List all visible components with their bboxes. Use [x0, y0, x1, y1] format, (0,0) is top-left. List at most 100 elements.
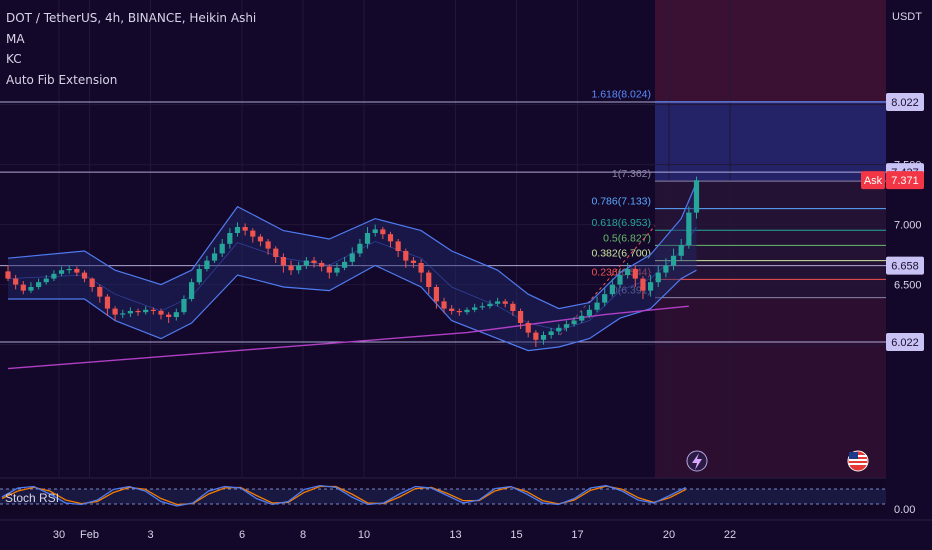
- candle-body: [211, 253, 218, 261]
- candle-body: [433, 287, 439, 302]
- candle-body: [296, 265, 302, 271]
- time-tick: Feb: [80, 529, 99, 541]
- candle-body: [571, 320, 577, 325]
- price-axis[interactable]: USDT7.5007.0006.5000.008.0227.4377.3716.…: [861, 0, 932, 550]
- candle-body: [43, 278, 49, 283]
- candle-body: [112, 308, 118, 315]
- candle-body: [510, 303, 516, 311]
- candle-body: [395, 241, 401, 251]
- chart-legend: DOT / TetherUS, 4h, BINANCE, Heikin Ashi…: [6, 8, 256, 90]
- symbol-title[interactable]: DOT / TetherUS, 4h, BINANCE, Heikin Ashi: [6, 11, 257, 25]
- candle-body: [303, 260, 309, 266]
- candle-body: [686, 212, 692, 245]
- time-axis[interactable]: 30 Feb 3 6 8 10 13 15 17 20 22: [0, 519, 932, 550]
- candle-body: [28, 287, 34, 291]
- fib-label: 1(7.362): [612, 168, 651, 180]
- candle-body: [127, 311, 133, 314]
- candle-body: [678, 245, 684, 256]
- price-badge-label: 8.022: [891, 97, 919, 109]
- candle-body: [364, 233, 371, 244]
- candle-body: [250, 230, 256, 237]
- candle-body: [288, 265, 294, 271]
- candle-body: [670, 255, 677, 266]
- keltner-fill: [8, 182, 697, 351]
- candle-body: [663, 265, 669, 273]
- candle-body: [693, 180, 700, 213]
- candle-body: [227, 233, 233, 244]
- price-badge-label: 6.022: [891, 337, 919, 349]
- candle-body: [487, 303, 493, 307]
- candle-body: [533, 332, 539, 340]
- candle-body: [326, 266, 332, 273]
- ask-label: Ask: [864, 175, 883, 187]
- candle-body: [563, 324, 570, 328]
- candle-body: [120, 313, 126, 315]
- candle-body: [456, 311, 462, 313]
- time-tick: 10: [358, 529, 370, 541]
- candle-body: [135, 311, 141, 313]
- fib-label: 0.786(7.133): [591, 196, 651, 208]
- candle-body: [655, 272, 661, 283]
- candle-body: [625, 269, 631, 275]
- indicator-ma-label[interactable]: MA: [6, 31, 25, 46]
- price-badge: [886, 171, 924, 190]
- candle-body: [104, 296, 111, 309]
- ask-badge: [861, 171, 885, 190]
- event-icons[interactable]: [686, 450, 869, 472]
- stoch-rsi-pane: Stoch RSI: [0, 477, 932, 515]
- time-tick: 6: [239, 529, 245, 541]
- candle-body: [372, 229, 378, 233]
- horizontal-lines[interactable]: [0, 101, 886, 343]
- candle-body: [273, 248, 279, 257]
- price-badge: [886, 332, 924, 351]
- indicator-fib-label[interactable]: Auto Fib Extension: [6, 72, 118, 87]
- candle-body: [403, 251, 409, 261]
- candle-body: [540, 335, 547, 340]
- candle-body: [334, 267, 340, 273]
- candle-body: [166, 314, 172, 317]
- candle-body: [495, 301, 501, 304]
- candle-body: [319, 263, 325, 267]
- fib-label: 1.618(8.024): [591, 89, 651, 101]
- candle-body: [426, 272, 432, 287]
- flash-icon[interactable]: [686, 450, 708, 472]
- candle-body: [97, 287, 103, 297]
- candle-body: [173, 312, 179, 317]
- time-tick: 30: [53, 529, 65, 541]
- candle-body: [594, 302, 600, 310]
- stoch-k-line: [1, 484, 686, 507]
- moving-average-line: [7, 305, 689, 370]
- candle-body: [189, 282, 195, 299]
- fib-levels: 1.618(8.024) 1(7.362) 0.786(7.133) 0.618(6.…: [559, 89, 886, 336]
- candle-body: [410, 260, 417, 263]
- price-badge: [886, 92, 924, 111]
- grid: [0, 0, 886, 515]
- pane-tick: 0.00: [894, 504, 915, 516]
- candle-body: [81, 272, 88, 279]
- candle-body: [196, 269, 202, 283]
- candle-body: [380, 229, 386, 235]
- time-tick: 13: [449, 529, 461, 541]
- time-tick: 3: [147, 529, 153, 541]
- candle-body: [13, 278, 19, 285]
- candle-body: [648, 282, 654, 291]
- candle-body: [609, 284, 615, 295]
- candle-body: [464, 309, 470, 313]
- stoch-band: [0, 489, 886, 504]
- us-flag-icon[interactable]: [847, 450, 869, 472]
- indicator-kc-label[interactable]: KC: [6, 52, 22, 66]
- candle-body: [5, 271, 11, 279]
- candle-body: [449, 308, 455, 311]
- candle-body: [349, 253, 355, 262]
- candle-body: [387, 234, 394, 242]
- candle-body: [150, 309, 156, 311]
- fib-label: 0.5(6.827): [603, 232, 651, 244]
- candle-body: [143, 309, 149, 313]
- candle-body: [204, 260, 210, 269]
- candle-body: [602, 294, 608, 303]
- candle-body: [181, 299, 187, 313]
- time-axis-background: [0, 520, 932, 550]
- candle-body: [234, 227, 241, 233]
- candle-body: [265, 241, 271, 249]
